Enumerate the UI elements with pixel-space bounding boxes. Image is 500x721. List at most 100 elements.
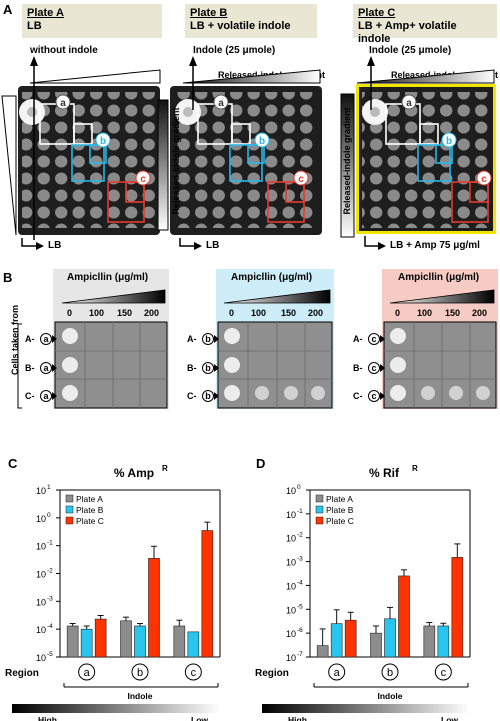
svg-text:c: c (298, 174, 304, 185)
plate-b-bottom-label: LB (206, 240, 220, 251)
conc-200-g1: 200 (144, 308, 160, 318)
y-tick-exponent: -5 (297, 603, 303, 610)
panel-b-figure: a a a b b b c c c (17, 269, 498, 409)
conc-0-g1: 0 (67, 308, 73, 318)
svg-text:a: a (406, 98, 412, 109)
legend-label: Plate C (76, 516, 104, 526)
y-tick-label: 10 (36, 542, 46, 552)
legend-swatch (315, 505, 324, 514)
legend-label: Plate A (326, 494, 353, 504)
bar (80, 628, 93, 658)
bar (384, 618, 396, 658)
region-marker-label: b (137, 667, 143, 679)
svg-text:b: b (205, 334, 211, 344)
gradient-low-label: Low (191, 715, 208, 721)
legend-label: Plate A (76, 494, 103, 504)
ampicillin-label-2: Ampicllin (μg/ml) (231, 272, 313, 283)
svg-text:a: a (218, 98, 224, 109)
y-tick-label: 10 (286, 605, 296, 615)
y-tick-label: 10 (36, 486, 46, 496)
plate-a (1, 56, 161, 250)
conc-150-g1: 150 (117, 308, 133, 318)
legend-swatch (65, 516, 74, 525)
region-marker-label: c (191, 667, 197, 679)
bar (451, 557, 464, 658)
panel-label-a: A (3, 2, 13, 17)
conc-0-g3: 0 (395, 308, 401, 318)
bar (316, 645, 329, 658)
svg-text:b: b (446, 136, 452, 147)
region-marker-label: a (334, 667, 341, 679)
svg-text:b: b (100, 136, 106, 147)
svg-text:c: c (371, 363, 376, 373)
gradient-low-label: Low (441, 715, 458, 721)
y-tick-label: 10 (286, 558, 296, 568)
plate-b-title: Plate B (190, 7, 228, 19)
bar (187, 631, 200, 658)
svg-text:c: c (481, 174, 487, 185)
legend-swatch (315, 516, 324, 525)
plate-c-top-label: Indole (25 μmole) (369, 45, 452, 56)
conc-100-g1: 100 (89, 308, 105, 318)
bar (370, 632, 382, 658)
plate-a-top-label: without indole (30, 45, 98, 56)
bar (173, 625, 186, 658)
bar (344, 619, 357, 658)
plate-b-subtitle: LB + volatile indole (190, 20, 291, 32)
y-tick-exponent: -4 (297, 579, 303, 586)
region-marker (328, 663, 346, 681)
y-tick-exponent: -1 (297, 508, 303, 515)
panel-label-b: B (3, 270, 13, 285)
legend-swatch (315, 494, 324, 503)
y-tick-label: 10 (36, 625, 46, 635)
conc-100-g3: 100 (417, 308, 433, 318)
plate-a-bottom-label: LB (48, 240, 62, 251)
y-tick-label: 10 (286, 510, 296, 520)
y-tick-label: 10 (36, 597, 46, 607)
gradient-high-label: High (38, 715, 57, 721)
legend-swatch (65, 505, 74, 514)
chart-title: % Amp (114, 466, 154, 480)
plate-b-side-label: Released-indole gradient (342, 107, 352, 215)
plate-c-subtitle: LB + Amp+ volatile indole (358, 20, 457, 45)
y-tick-exponent: -4 (47, 623, 53, 630)
svg-text:b: b (205, 391, 211, 401)
y-tick-label: 10 (286, 581, 296, 591)
y-tick-exponent: -3 (47, 595, 53, 602)
y-tick-exponent: 0 (47, 512, 51, 519)
legend-label: Plate B (326, 505, 354, 515)
plate-b (170, 56, 322, 250)
conc-200-g2: 200 (308, 308, 324, 318)
chart-title-superscript: R (162, 464, 168, 473)
bar (120, 620, 132, 658)
region-marker (184, 663, 202, 681)
plate-b-side-gradient (157, 99, 169, 231)
y-tick-label: 10 (36, 653, 46, 663)
y-tick-exponent: -1 (47, 540, 53, 547)
y-tick-label: 10 (286, 486, 296, 496)
indole-gradient-bar (262, 704, 470, 713)
y-tick-exponent: -2 (47, 568, 53, 575)
bar (94, 618, 107, 658)
svg-text:a: a (43, 363, 49, 373)
legend-label: Plate C (326, 516, 354, 526)
svg-text:a: a (43, 334, 49, 344)
region-marker-label: b (387, 667, 393, 679)
chart-title-superscript: R (412, 464, 418, 473)
region-marker-label: a (84, 667, 91, 679)
panel-a-figure: a b c a b c a b c (1, 56, 496, 250)
row-label-b3: B- (353, 363, 363, 373)
row-label-c2: C- (187, 391, 197, 401)
plate-b-header: Plate B LB + volatile indole (185, 4, 317, 38)
conc-200-g3: 200 (472, 308, 488, 318)
y-tick-exponent: 0 (297, 484, 301, 491)
bar (134, 625, 146, 658)
y-tick-exponent: -7 (297, 651, 303, 658)
indole-gradient-bar (12, 704, 220, 713)
panel-label-d: D (256, 456, 266, 471)
ampicillin-label-1: Ampicllin (μg/ml) (67, 272, 149, 283)
row-label-b1: B- (25, 363, 35, 373)
region-marker (78, 663, 96, 681)
row-label-a3: A- (353, 334, 363, 344)
